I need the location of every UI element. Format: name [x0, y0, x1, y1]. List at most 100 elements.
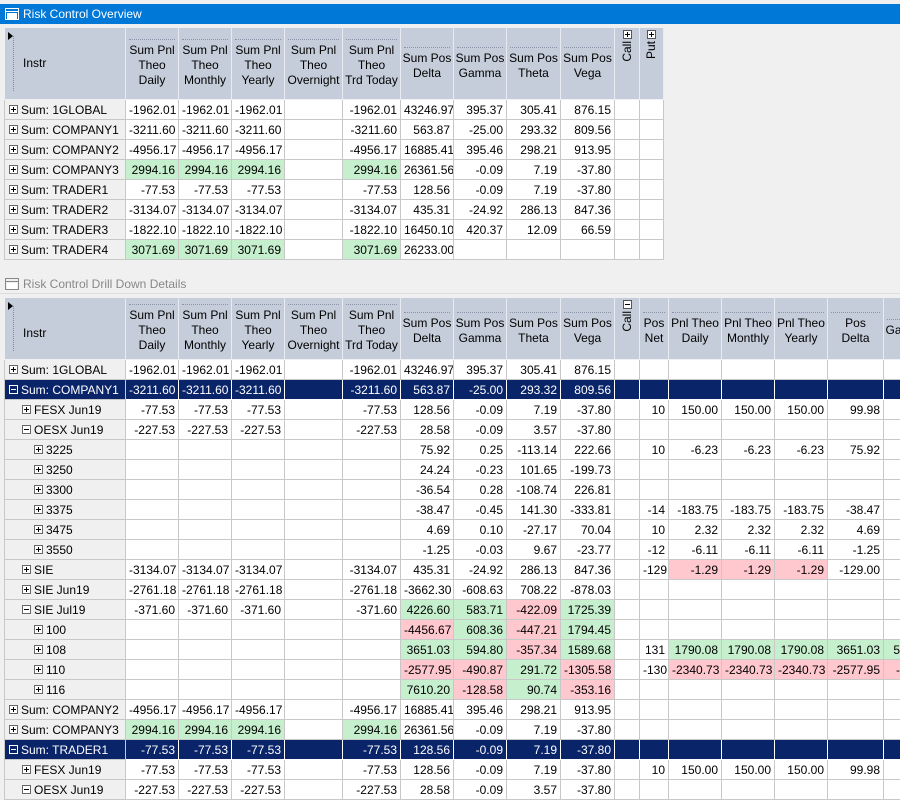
expand-plus-icon[interactable] — [9, 185, 18, 194]
row-label-cell[interactable]: FESX Jun19 — [4, 759, 126, 780]
expand-plus-icon[interactable] — [9, 105, 18, 114]
drilldown-row[interactable]: 110 -2577.95 -490.87 291.72 -1305.58 -130 -234… — [4, 659, 900, 680]
drilldown-row[interactable]: 116 7610.20 -128.58 90.74 -353.16 — [4, 679, 900, 700]
expand-plus-icon[interactable] — [9, 165, 18, 174]
row-label-cell[interactable]: Sum: COMPANY3 — [4, 159, 126, 180]
overview-row[interactable]: Sum: TRADER3 -1822.10 -1822.10 -1822.10 -182… — [4, 219, 664, 240]
drilldown-row[interactable]: FESX Jun19 -77.53 -77.53 -77.53 -77.53 128.56… — [4, 759, 900, 780]
main-column-header-5[interactable]: Sum Pos Delta — [400, 297, 454, 360]
row-label-cell[interactable]: Sum: COMPANY2 — [4, 699, 126, 720]
row-label-cell[interactable]: SIE Jun19 — [4, 579, 126, 600]
row-label-cell[interactable]: SIE Jul19 — [4, 599, 126, 620]
row-label-cell[interactable]: 3225 — [4, 439, 126, 460]
main-column-header-4[interactable]: Sum Pnl Theo Trd Today — [342, 27, 401, 100]
row-label-cell[interactable]: Sum: COMPANY1 — [4, 379, 126, 400]
call-column-header-4[interactable]: Pos Delta — [827, 297, 884, 360]
instr-header[interactable]: Instr — [4, 297, 126, 360]
main-column-header-5[interactable]: Sum Pos Delta — [400, 27, 454, 100]
drilldown-row[interactable]: 3225 75.92 0.25 -113.14 222.66 10 -6.23 -6.23 -6… — [4, 439, 900, 460]
row-label-cell[interactable]: FESX Jun19 — [4, 399, 126, 420]
expand-all-arrow-icon[interactable] — [8, 302, 13, 310]
drilldown-row[interactable]: 3550 -1.25 -0.03 9.67 -23.77 -12 -6.11 -6.11 -6.… — [4, 539, 900, 560]
overview-row[interactable]: Sum: COMPANY1 -3211.60 -3211.60 -3211.60 -32… — [4, 119, 664, 140]
drilldown-title-bar[interactable]: Risk Control Drill Down Details — [0, 274, 900, 294]
row-label-cell[interactable]: 108 — [4, 639, 126, 660]
row-label-cell[interactable]: Sum: TRADER4 — [4, 239, 126, 260]
row-label-cell[interactable]: 3550 — [4, 539, 126, 560]
overview-row[interactable]: Sum: COMPANY2 -4956.17 -4956.17 -4956.17 -49… — [4, 139, 664, 160]
drilldown-row[interactable]: FESX Jun19 -77.53 -77.53 -77.53 -77.53 128.56… — [4, 399, 900, 420]
call-column-header-5[interactable]: Ga — [883, 297, 900, 360]
drilldown-row[interactable]: 3300 -36.54 0.28 -108.74 226.81 — [4, 479, 900, 500]
row-label-cell[interactable]: OESX Jun19 — [4, 779, 126, 800]
drilldown-row[interactable]: Sum: 1GLOBAL -1962.01 -1962.01 -1962.01 -196… — [4, 359, 900, 380]
expand-plus-icon[interactable] — [22, 565, 31, 574]
call-column-header[interactable]: Call — [614, 297, 640, 360]
call-column-header-3[interactable]: Pnl Theo Yearly — [774, 297, 828, 360]
overview-title-bar[interactable]: Risk Control Overview — [0, 4, 900, 24]
expand-plus-icon[interactable] — [34, 625, 43, 634]
overview-row[interactable]: Sum: 1GLOBAL -1962.01 -1962.01 -1962.01 -196… — [4, 99, 664, 120]
expand-plus-icon[interactable] — [34, 685, 43, 694]
drilldown-row[interactable]: SIE Jun19 -2761.18 -2761.18 -2761.18 -2761.1… — [4, 579, 900, 600]
expand-plus-icon[interactable] — [34, 505, 43, 514]
main-column-header-6[interactable]: Sum Pos Gamma — [453, 27, 507, 100]
call-column-header-0[interactable]: Pos Net — [639, 297, 669, 360]
drilldown-row[interactable]: Sum: TRADER1 -77.53 -77.53 -77.53 -77.53 128.… — [4, 739, 900, 760]
row-label-cell[interactable]: Sum: COMPANY1 — [4, 119, 126, 140]
instr-header[interactable]: Instr — [4, 27, 126, 100]
main-column-header-8[interactable]: Sum Pos Vega — [560, 297, 615, 360]
row-label-cell[interactable]: 3475 — [4, 519, 126, 540]
expand-plus-icon[interactable] — [9, 705, 18, 714]
drilldown-row[interactable]: SIE -3134.07 -3134.07 -3134.07 -3134.07 435.3… — [4, 559, 900, 580]
main-column-header-1[interactable]: Sum Pnl Theo Monthly — [178, 297, 232, 360]
drilldown-row[interactable]: 3375 -38.47 -0.45 141.30 -333.81 -14 -183.75 -1… — [4, 499, 900, 520]
main-column-header-6[interactable]: Sum Pos Gamma — [453, 297, 507, 360]
expand-plus-icon[interactable] — [22, 585, 31, 594]
expand-column-plus-icon[interactable] — [622, 30, 632, 39]
drilldown-row[interactable]: 3250 24.24 -0.23 101.65 -199.73 — [4, 459, 900, 480]
expand-plus-icon[interactable] — [22, 405, 31, 414]
main-column-header-8[interactable]: Sum Pos Vega — [560, 27, 615, 100]
row-label-cell[interactable]: Sum: COMPANY2 — [4, 139, 126, 160]
row-label-cell[interactable]: Sum: COMPANY3 — [4, 719, 126, 740]
call-column-header-2[interactable]: Pnl Theo Monthly — [721, 297, 775, 360]
drilldown-row[interactable]: Sum: COMPANY2 -4956.17 -4956.17 -4956.17 -49… — [4, 699, 900, 720]
overview-row[interactable]: Sum: TRADER2 -3134.07 -3134.07 -3134.07 -313… — [4, 199, 664, 220]
collapse-minus-icon[interactable] — [22, 425, 31, 434]
collapse-minus-icon[interactable] — [22, 605, 31, 614]
row-label-cell[interactable]: Sum: TRADER1 — [4, 739, 126, 760]
row-label-cell[interactable]: Sum: TRADER2 — [4, 199, 126, 220]
row-label-cell[interactable]: 3250 — [4, 459, 126, 480]
overview-row[interactable]: Sum: TRADER1 -77.53 -77.53 -77.53 -77.53 128.… — [4, 179, 664, 200]
expand-plus-icon[interactable] — [34, 665, 43, 674]
drilldown-row[interactable]: OESX Jun19 -227.53 -227.53 -227.53 -227.53 28… — [4, 419, 900, 440]
row-label-cell[interactable]: 3300 — [4, 479, 126, 500]
row-label-cell[interactable]: Sum: 1GLOBAL — [4, 359, 126, 380]
drilldown-row[interactable]: 100 -4456.67 608.36 -447.21 1794.45 — [4, 619, 900, 640]
drilldown-row[interactable]: Sum: COMPANY3 2994.16 2994.16 2994.16 2994.1… — [4, 719, 900, 740]
expand-plus-icon[interactable] — [22, 765, 31, 774]
expand-plus-icon[interactable] — [34, 465, 43, 474]
drilldown-row[interactable]: 3475 4.69 0.10 -27.17 70.04 10 2.32 2.32 2.32 4.6… — [4, 519, 900, 540]
expand-plus-icon[interactable] — [34, 485, 43, 494]
expand-all-arrow-icon[interactable] — [8, 32, 13, 40]
main-column-header-0[interactable]: Sum Pnl Theo Daily — [125, 297, 179, 360]
put-column-header[interactable]: Put — [639, 27, 664, 100]
drilldown-row[interactable]: 108 3651.03 594.80 -357.34 1589.68 131 1790.08… — [4, 639, 900, 660]
main-column-header-7[interactable]: Sum Pos Theta — [506, 27, 561, 100]
expand-plus-icon[interactable] — [9, 225, 18, 234]
expand-plus-icon[interactable] — [9, 365, 18, 374]
expand-plus-icon[interactable] — [34, 445, 43, 454]
expand-plus-icon[interactable] — [34, 545, 43, 554]
collapse-minus-icon[interactable] — [9, 745, 18, 754]
drilldown-row[interactable]: OESX Jun19 -227.53 -227.53 -227.53 -227.53 28… — [4, 779, 900, 800]
main-column-header-3[interactable]: Sum Pnl Theo Overnight — [284, 27, 343, 100]
row-label-cell[interactable]: 110 — [4, 659, 126, 680]
expand-column-plus-icon[interactable] — [647, 30, 656, 39]
overview-row[interactable]: Sum: TRADER4 3071.69 3071.69 3071.69 3071.69… — [4, 239, 664, 260]
overview-row[interactable]: Sum: COMPANY3 2994.16 2994.16 2994.16 2994.1… — [4, 159, 664, 180]
main-column-header-7[interactable]: Sum Pos Theta — [506, 297, 561, 360]
main-column-header-2[interactable]: Sum Pnl Theo Yearly — [231, 27, 285, 100]
main-column-header-1[interactable]: Sum Pnl Theo Monthly — [178, 27, 232, 100]
